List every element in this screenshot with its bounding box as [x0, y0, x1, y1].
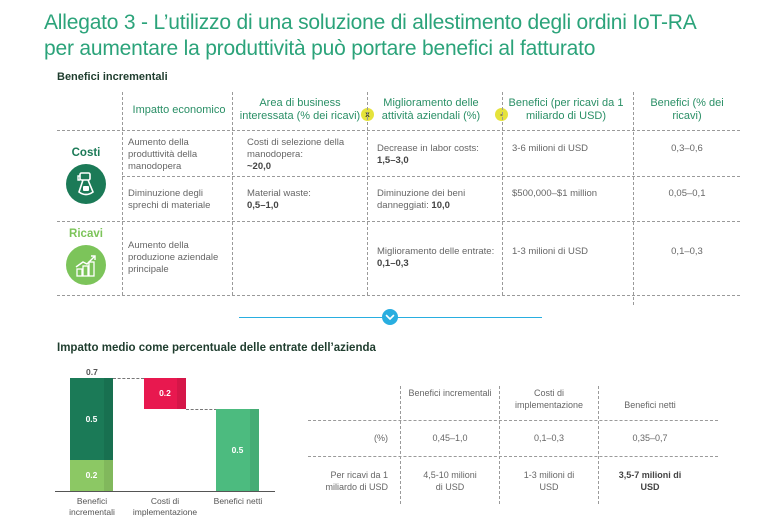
row-benefit-pct: 0,3–0,6 [671, 143, 703, 154]
row-improvement: Diminuzione dei beni danneggiati: 10,0 [377, 188, 497, 212]
bar-value: 0.5 [85, 414, 98, 424]
impact-header-costs: Costi di implementazione [514, 388, 584, 410]
benefits-section-label: Benefici incrementali [57, 71, 168, 83]
x-label: Benefici incrementali [69, 496, 115, 517]
row-value: 4,5-10 milioni di USD [423, 470, 477, 492]
row-improvement-label: Miglioramento delle entrate: [377, 246, 495, 257]
x-label: Benefici netti [213, 496, 263, 506]
divider [122, 176, 740, 177]
category-costs-label: Costi [71, 147, 101, 159]
impact-header-net: Benefici netti [624, 400, 676, 410]
bar-value: 0.5 [231, 445, 244, 455]
divider [502, 92, 503, 295]
row-area-value: 0,5–1,0 [247, 200, 279, 211]
minus-operator-icon: - [495, 108, 508, 121]
row-value: 0,35–0,7 [632, 433, 668, 443]
bar-value: 0.2 [85, 470, 98, 480]
bar-value: 0.2 [159, 388, 171, 398]
row-area-value: ~20,0 [247, 161, 272, 172]
divider [57, 295, 740, 296]
category-revenue-label: Ricavi [69, 228, 103, 240]
row-label: Per ricavi da 1 miliardo di USD [325, 470, 388, 492]
divider [633, 92, 634, 305]
x-label: Costi di implementazione [132, 496, 198, 517]
row-benefit-usd: 3-6 milioni di USD [512, 143, 589, 154]
impact-header-incremental: Benefici incrementali [408, 388, 492, 398]
divider [499, 386, 500, 504]
row-benefit-usd: $500,000–$1 million [512, 188, 598, 199]
title-line-2: per aumentare la produttività può portar… [44, 37, 596, 60]
x-axis [55, 491, 275, 492]
row-impact: Aumento della produzione aziendale princ… [128, 240, 219, 275]
row-value: 0,1–0,3 [533, 433, 565, 443]
impact-section-label: Impatto medio come percentuale delle ent… [57, 342, 376, 354]
row-improvement-label: Diminuzione dei beni danneggiati: [377, 188, 466, 211]
divider [308, 420, 718, 421]
divider [400, 386, 401, 504]
growth-chart-icon [66, 245, 106, 285]
row-area: Costi di selezione della manodopera: ~20… [247, 137, 362, 173]
divider [598, 386, 599, 504]
connector-line [113, 378, 144, 379]
row-label: (%) [374, 433, 388, 443]
row-improvement: Miglioramento delle entrate: 0,1–0,3 [377, 246, 497, 270]
divider [367, 92, 368, 295]
bar-incremental-costs: 0.5 [70, 378, 113, 460]
bar-incremental-revenue: 0.2 [70, 460, 113, 491]
connector-line [186, 409, 217, 410]
total-value-label: 0.7 [86, 367, 98, 377]
row-impact: Diminuzione degli sprechi di materiale [128, 188, 211, 211]
row-area: Material waste: 0,5–1,0 [247, 188, 362, 212]
chevron-down-icon [385, 314, 395, 320]
row-area-label: Costi di selezione della manodopera: [247, 137, 345, 160]
bar-implementation-costs: 0.2 [144, 378, 186, 409]
row-value: 0,45–1,0 [432, 433, 468, 443]
expand-button[interactable] [382, 309, 398, 325]
bar-net-benefits: 0.5 [216, 409, 259, 491]
row-area-label: Material waste: [247, 188, 311, 199]
divider [57, 130, 740, 131]
row-benefit-pct: 0,05–0,1 [668, 188, 706, 199]
row-benefit-usd: 1-3 milioni di USD [512, 246, 589, 257]
row-impact: Aumento della produttività della manodop… [128, 137, 198, 172]
divider [232, 92, 233, 295]
header-economic-impact: Impatto economico [132, 104, 226, 116]
divider [308, 456, 718, 457]
row-value-net: 3,5-7 milioni di USD [618, 470, 682, 492]
page-title: Allegato 3 - L’utilizzo di una soluzione… [44, 10, 764, 62]
row-value: 1-3 milioni di USD [523, 470, 575, 492]
row-improvement-value: 10,0 [431, 200, 450, 211]
divider [122, 92, 123, 295]
row-improvement-value: 1,5–3,0 [377, 155, 409, 166]
row-improvement: Decrease in labor costs: 1,5–3,0 [377, 143, 497, 167]
worker-hand-icon [66, 164, 106, 204]
row-benefit-pct: 0,1–0,3 [671, 246, 703, 257]
header-business-area: Area di business interessata (% dei rica… [239, 97, 361, 122]
divider [57, 221, 740, 222]
row-improvement-label: Decrease in labor costs: [377, 143, 479, 154]
header-activity-improvement: Miglioramento delle attività aziendali (… [381, 97, 481, 122]
header-benefits-pct: Benefici (% dei ricavi) [650, 97, 724, 122]
title-line-1: Allegato 3 - L’utilizzo di una soluzione… [44, 11, 697, 34]
header-benefits-usd: Benefici (per ricavi da 1 miliardo di US… [508, 97, 624, 122]
row-improvement-value: 0,1–0,3 [377, 258, 409, 269]
